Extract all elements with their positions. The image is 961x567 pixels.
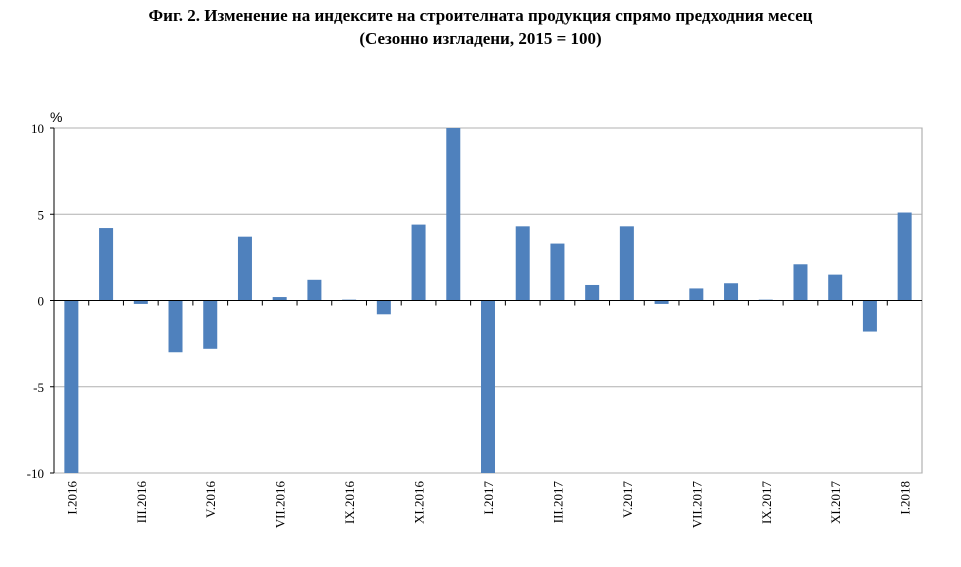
bar-IV.2016 — [168, 300, 183, 353]
x-tick-label: VII.2017 — [689, 481, 704, 529]
x-tick-label: III.2017 — [550, 481, 565, 524]
bar-V.2016 — [203, 300, 218, 349]
bar-III.2017 — [550, 243, 565, 301]
bar-VIII.2016 — [307, 279, 322, 301]
bar-VI.2017 — [654, 300, 669, 304]
y-axis-label: % — [50, 109, 62, 125]
bar-VI.2016 — [237, 236, 252, 301]
bar-XII.2017 — [862, 300, 877, 332]
y-tick-label: -10 — [27, 466, 44, 481]
bar-II.2016 — [99, 228, 114, 301]
bar-I.2018 — [897, 212, 912, 301]
y-tick-label: 5 — [38, 207, 45, 222]
x-tick-label: I.2018 — [898, 481, 913, 515]
bar-V.2017 — [619, 226, 634, 301]
chart-title: Фиг. 2. Изменение на индексите на строит… — [148, 6, 813, 25]
x-tick-label: XI.2017 — [828, 481, 843, 524]
bar-X.2016 — [376, 300, 391, 315]
x-tick-label: V.2017 — [620, 481, 635, 518]
y-tick-label: -5 — [33, 380, 44, 395]
bar-I.2016 — [64, 300, 79, 473]
bar-XI.2017 — [828, 274, 843, 301]
bar-XII.2016 — [446, 128, 461, 301]
x-tick-label: III.2016 — [134, 481, 149, 524]
x-tick-label: I.2016 — [64, 481, 79, 515]
x-tick-label: I.2017 — [481, 481, 496, 515]
x-tick-label: IX.2016 — [342, 481, 357, 524]
bar-VII.2017 — [689, 288, 704, 301]
x-tick-label: IX.2017 — [759, 481, 774, 524]
bar-X.2017 — [793, 264, 808, 301]
x-tick-label: VII.2016 — [273, 481, 288, 529]
bar-I.2017 — [481, 300, 495, 473]
bar-II.2017 — [515, 226, 530, 301]
x-tick-label: V.2016 — [203, 481, 218, 518]
bar-VII.2016 — [272, 297, 287, 301]
chart-subtitle: (Сезонно изгладени, 2015 = 100) — [359, 29, 602, 48]
y-tick-label: 0 — [38, 294, 45, 309]
bar-III.2016 — [133, 300, 148, 304]
x-tick-label: XI.2016 — [412, 481, 427, 524]
bar-IV.2017 — [585, 284, 600, 301]
y-tick-label: 10 — [31, 121, 44, 136]
bar-VIII.2017 — [724, 283, 739, 301]
bar-XI.2016 — [411, 224, 426, 301]
